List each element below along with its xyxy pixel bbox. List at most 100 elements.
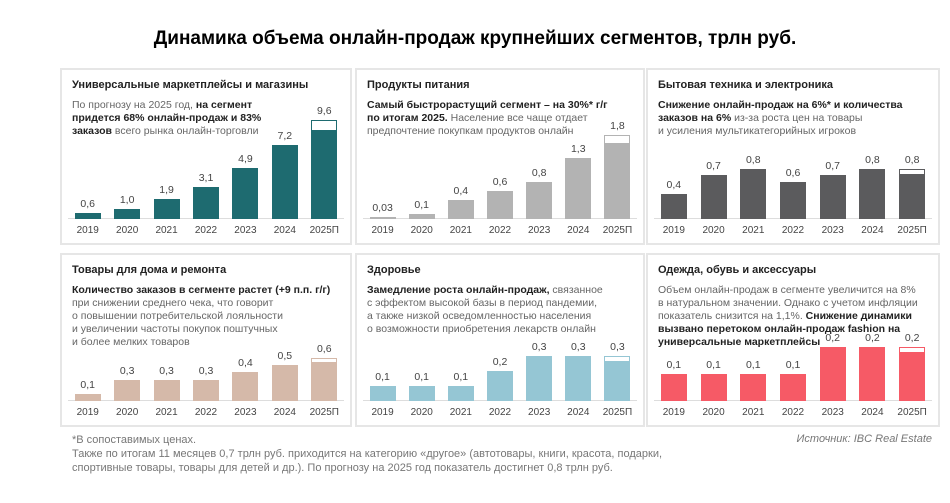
data-label: 9,6: [316, 105, 332, 117]
x-tick-label: 2024: [273, 225, 296, 236]
data-label: 0,3: [570, 341, 586, 353]
data-label: 0,8: [745, 154, 761, 166]
chart-title: Динамика объема онлайн-продаж крупнейших…: [153, 28, 797, 49]
bar-column: 0,2 2023: [814, 259, 852, 419]
bar-fill: [369, 217, 396, 219]
data-label: 0,1: [785, 359, 801, 371]
x-tick-label: 2023: [234, 225, 257, 236]
x-tick-label: 2025П: [897, 225, 927, 236]
bar-column: 0,7 2020: [695, 77, 733, 237]
bar-chart: 0,1 2019 0,3 2020 0,3 2021 0,3 2022 0,4 2023 0,5 20…: [68, 259, 344, 419]
data-label: 0,2: [492, 356, 508, 368]
x-tick-label: 2021: [742, 407, 765, 418]
bar-fill: [74, 212, 101, 219]
data-label: 0,3: [119, 364, 135, 377]
panel-description: Количество заказов в сегменте растет (+9…: [72, 284, 330, 349]
bar-fill: [232, 372, 259, 401]
chart-panel: Товары для дома и ремонта Количество зака…: [60, 253, 352, 427]
bar-column: 0,6 2022: [774, 77, 812, 237]
bar-fill: [311, 129, 338, 219]
chart-panel: Продукты питания Самый быстрорастущий сег…: [355, 68, 645, 245]
bar-column: 0,2 2022: [481, 259, 519, 419]
bar: [369, 217, 396, 219]
bar: [819, 347, 846, 401]
x-tick-label: 2022: [194, 407, 218, 418]
bar-column: 0,1 2020: [403, 77, 441, 237]
bar-column: 0,3 2021: [148, 259, 186, 419]
x-tick-label: 2022: [488, 407, 512, 418]
data-label: 0,3: [610, 341, 625, 353]
bar-fill: [447, 386, 474, 401]
panel-title: Универсальные маркетплейсы и магазины: [72, 79, 309, 91]
description-text: из-за роста цен на товары и усиления мул…: [658, 112, 863, 137]
bar: [859, 169, 886, 219]
x-tick-label: 2021: [449, 407, 472, 418]
data-label: 0,3: [531, 341, 547, 353]
bar-fill: [153, 379, 180, 401]
bar-column: 7,2 2024: [266, 77, 304, 237]
x-tick-label: 2020: [116, 407, 139, 418]
x-tick-label: 2019: [662, 225, 685, 236]
panel-title: Здоровье: [367, 264, 421, 276]
x-tick-label: 2022: [194, 225, 218, 236]
bar-column: 0,2 2025П: [893, 259, 931, 419]
data-label: 0,1: [745, 359, 761, 371]
chart-panel: Одежда, обувь и аксессуары Объем онлайн-п…: [646, 253, 940, 427]
bar: [74, 212, 101, 219]
data-label: 0,1: [453, 371, 469, 383]
bar: [311, 120, 338, 219]
bar: [74, 393, 101, 401]
bar-fill: [565, 356, 592, 401]
x-tick-label: 2024: [861, 225, 884, 236]
bar-column: 0,3 2024: [559, 259, 597, 419]
data-label: 0,3: [159, 364, 174, 377]
bar: [487, 371, 513, 401]
x-tick-label: 2022: [781, 407, 805, 418]
x-tick-label: 2021: [155, 407, 178, 418]
bar-column: 1,9 2021: [148, 77, 186, 237]
x-tick-label: 2025П: [602, 407, 633, 418]
data-label: 4,9: [238, 153, 253, 166]
x-tick-label: 2020: [702, 225, 725, 236]
data-label: 0,2: [825, 332, 840, 344]
bar: [740, 374, 767, 401]
bar-column: 0,1 2019: [655, 259, 693, 419]
chart-panel: Бытовая техника и электроника Снижение он…: [646, 68, 940, 245]
description-text: Количество заказов в сегменте растет (+9…: [72, 284, 331, 296]
panel-title: Товары для дома и ремонта: [72, 264, 227, 276]
data-label: 0,6: [492, 176, 508, 188]
data-label: 0,1: [414, 371, 429, 383]
bar-fill: [408, 214, 435, 219]
bar-fill: [660, 374, 687, 401]
bar-fill: [899, 174, 926, 219]
bar-column: 0,1 2020: [695, 259, 733, 419]
data-label: 0,4: [666, 179, 682, 191]
bar-chart: 0,1 2019 0,1 2020 0,1 2021 0,2 2022 0,3 2023 0,3 20…: [363, 259, 637, 419]
bar-column: 4,9 2023: [226, 77, 264, 237]
x-tick-label: 2022: [488, 225, 512, 236]
data-label: 0,6: [785, 166, 801, 179]
data-label: 0,03: [372, 202, 393, 214]
panel-title: Бытовая техника и электроника: [658, 79, 833, 91]
data-label: 0,2: [904, 332, 920, 344]
bar-column: 1,8 2025П: [598, 77, 636, 237]
bar-fill: [232, 168, 259, 219]
x-tick-label: 2025П: [897, 407, 927, 418]
data-label: 0,7: [706, 160, 721, 173]
bar: [526, 356, 553, 401]
bar: [447, 200, 474, 219]
panel-description: Снижение онлайн-продаж на 6%* и количест…: [658, 99, 903, 138]
data-label: 7,2: [277, 129, 293, 142]
panel-description: По прогнозу на 2025 год, на сегмент прид…: [72, 99, 261, 138]
bar-fill: [819, 347, 846, 401]
bar-column: 0,4 2019: [655, 77, 693, 237]
bar: [700, 175, 727, 219]
bar-fill: [740, 169, 767, 219]
bar-column: 1,0 2020: [108, 77, 146, 237]
bar: [232, 168, 259, 219]
bar-fill: [311, 362, 338, 401]
x-tick-label: 2022: [781, 225, 805, 236]
data-label: 0,1: [80, 378, 95, 391]
bar-column: 0,1 2021: [734, 259, 772, 419]
bar-fill: [408, 386, 435, 401]
